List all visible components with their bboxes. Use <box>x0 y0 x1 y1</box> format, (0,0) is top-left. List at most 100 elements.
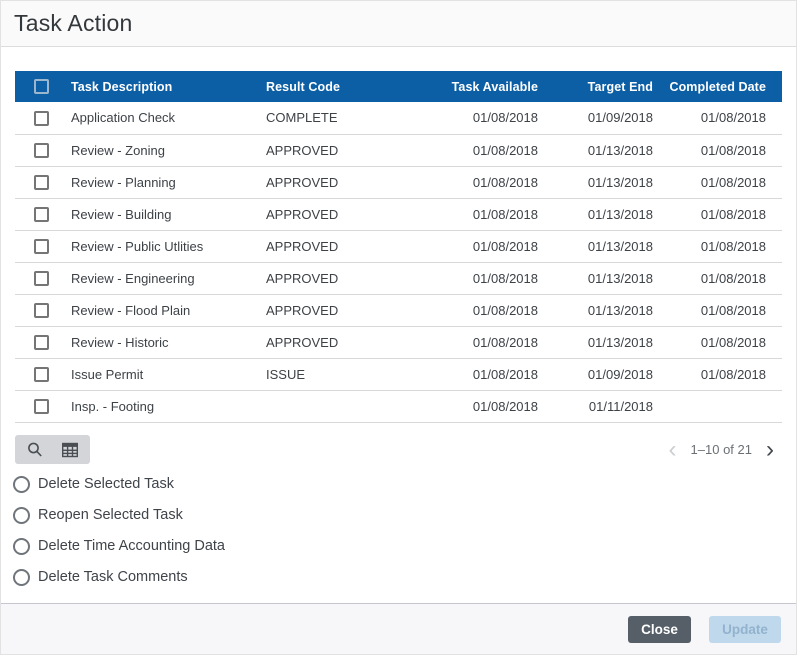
cell-result-code: ISSUE <box>262 358 417 391</box>
page-title: Task Action <box>14 10 133 36</box>
cell-task-description: Review - Building <box>67 198 262 231</box>
dialog-footer: Close Update <box>1 603 796 654</box>
update-button[interactable]: Update <box>709 615 781 643</box>
cell-target-end: 01/13/2018 <box>542 294 657 327</box>
cell-task-available: 01/08/2018 <box>417 294 542 327</box>
cell-target-end: 01/13/2018 <box>542 134 657 167</box>
cell-result-code: APPROVED <box>262 230 417 263</box>
table-row: Review - Planning APPROVED 01/08/2018 01… <box>15 166 782 199</box>
row-checkbox[interactable] <box>34 335 49 351</box>
table-row: Issue Permit ISSUE 01/08/2018 01/09/2018… <box>15 358 782 391</box>
column-header-task-available: Task Available <box>417 71 542 102</box>
radio-button[interactable] <box>13 506 30 524</box>
select-all-checkbox[interactable] <box>34 79 49 95</box>
task-action-options: Delete Selected Task Reopen Selected Tas… <box>13 469 796 593</box>
table-row: Application Check COMPLETE 01/08/2018 01… <box>15 102 782 135</box>
row-checkbox[interactable] <box>34 207 49 223</box>
radio-label: Delete Task Comments <box>38 569 188 585</box>
cell-target-end: 01/13/2018 <box>542 230 657 263</box>
cell-completed-date: 01/08/2018 <box>657 166 782 199</box>
row-checkbox[interactable] <box>34 367 49 383</box>
cell-task-description: Issue Permit <box>67 358 262 391</box>
row-checkbox[interactable] <box>34 303 49 319</box>
table-row: Review - Building APPROVED 01/08/2018 01… <box>15 198 782 231</box>
cell-result-code: COMPLETE <box>262 102 417 135</box>
radio-option-delete-selected-task[interactable]: Delete Selected Task <box>13 469 796 500</box>
search-icon[interactable] <box>26 441 44 459</box>
column-header-target-end: Target End <box>542 71 657 102</box>
row-checkbox[interactable] <box>34 143 49 159</box>
row-checkbox[interactable] <box>34 271 49 287</box>
task-table: Task Description Result Code Task Availa… <box>15 71 782 423</box>
cell-task-description: Application Check <box>67 102 262 135</box>
cell-task-description: Review - Planning <box>67 166 262 199</box>
table-footer-bar: ‹ 1–10 of 21 › <box>15 435 782 465</box>
cell-target-end: 01/13/2018 <box>542 262 657 295</box>
column-header-result-code: Result Code <box>262 71 417 102</box>
cell-task-description: Review - Historic <box>67 326 262 359</box>
cell-completed-date: 01/08/2018 <box>657 230 782 263</box>
radio-option-reopen-selected-task[interactable]: Reopen Selected Task <box>13 500 796 531</box>
radio-option-delete-time-accounting-data[interactable]: Delete Time Accounting Data <box>13 531 796 562</box>
cell-completed-date: 01/08/2018 <box>657 198 782 231</box>
cell-completed-date: 01/08/2018 <box>657 294 782 327</box>
cell-completed-date: 01/08/2018 <box>657 326 782 359</box>
pagination: ‹ 1–10 of 21 › <box>668 435 782 463</box>
cell-target-end: 01/11/2018 <box>542 390 657 423</box>
cell-task-description: Insp. - Footing <box>67 390 262 423</box>
cell-target-end: 01/13/2018 <box>542 166 657 199</box>
cell-task-available: 01/08/2018 <box>417 230 542 263</box>
cell-task-description: Review - Zoning <box>67 134 262 167</box>
dialog-title-bar: Task Action <box>1 1 796 47</box>
row-checkbox[interactable] <box>34 110 49 126</box>
table-row: Review - Flood Plain APPROVED 01/08/2018… <box>15 294 782 327</box>
radio-label: Delete Time Accounting Data <box>38 538 225 554</box>
cell-task-available: 01/08/2018 <box>417 102 542 135</box>
radio-button[interactable] <box>13 568 30 586</box>
cell-target-end: 01/09/2018 <box>542 102 657 135</box>
table-row: Review - Historic APPROVED 01/08/2018 01… <box>15 326 782 359</box>
previous-page-icon[interactable]: ‹ <box>668 435 677 463</box>
radio-option-delete-task-comments[interactable]: Delete Task Comments <box>13 562 796 593</box>
row-checkbox[interactable] <box>34 399 49 415</box>
cell-result-code: APPROVED <box>262 134 417 167</box>
table-row: Review - Engineering APPROVED 01/08/2018… <box>15 262 782 295</box>
cell-task-available: 01/08/2018 <box>417 390 542 423</box>
cell-task-available: 01/08/2018 <box>417 198 542 231</box>
cell-task-description: Review - Engineering <box>67 262 262 295</box>
cell-target-end: 01/13/2018 <box>542 198 657 231</box>
table-header-row: Task Description Result Code Task Availa… <box>15 71 782 102</box>
cell-completed-date <box>657 390 782 423</box>
table-row: Insp. - Footing 01/08/2018 01/11/2018 <box>15 390 782 423</box>
cell-target-end: 01/13/2018 <box>542 326 657 359</box>
cell-result-code: APPROVED <box>262 326 417 359</box>
column-header-task-description: Task Description <box>67 71 262 102</box>
cell-task-description: Review - Flood Plain <box>67 294 262 327</box>
close-button[interactable]: Close <box>628 615 691 643</box>
cell-completed-date: 01/08/2018 <box>657 358 782 391</box>
row-checkbox[interactable] <box>34 239 49 255</box>
next-page-icon[interactable]: › <box>766 435 774 463</box>
cell-completed-date: 01/08/2018 <box>657 102 782 135</box>
cell-result-code: APPROVED <box>262 198 417 231</box>
cell-task-description: Review - Public Utlities <box>67 230 262 263</box>
cell-completed-date: 01/08/2018 <box>657 134 782 167</box>
cell-task-available: 01/08/2018 <box>417 134 542 167</box>
table-row: Review - Zoning APPROVED 01/08/2018 01/1… <box>15 134 782 167</box>
cell-result-code: APPROVED <box>262 294 417 327</box>
radio-button[interactable] <box>13 475 30 493</box>
cell-result-code: APPROVED <box>262 166 417 199</box>
radio-label: Reopen Selected Task <box>38 507 183 523</box>
cell-completed-date: 01/08/2018 <box>657 262 782 295</box>
cell-result-code <box>262 390 417 423</box>
cell-task-available: 01/08/2018 <box>417 326 542 359</box>
radio-label: Delete Selected Task <box>38 476 174 492</box>
cell-result-code: APPROVED <box>262 262 417 295</box>
row-checkbox[interactable] <box>34 175 49 191</box>
cell-task-available: 01/08/2018 <box>417 358 542 391</box>
column-header-completed-date: Completed Date <box>657 71 782 102</box>
cell-task-available: 01/08/2018 <box>417 166 542 199</box>
table-view-icon[interactable] <box>61 441 79 459</box>
radio-button[interactable] <box>13 537 30 555</box>
